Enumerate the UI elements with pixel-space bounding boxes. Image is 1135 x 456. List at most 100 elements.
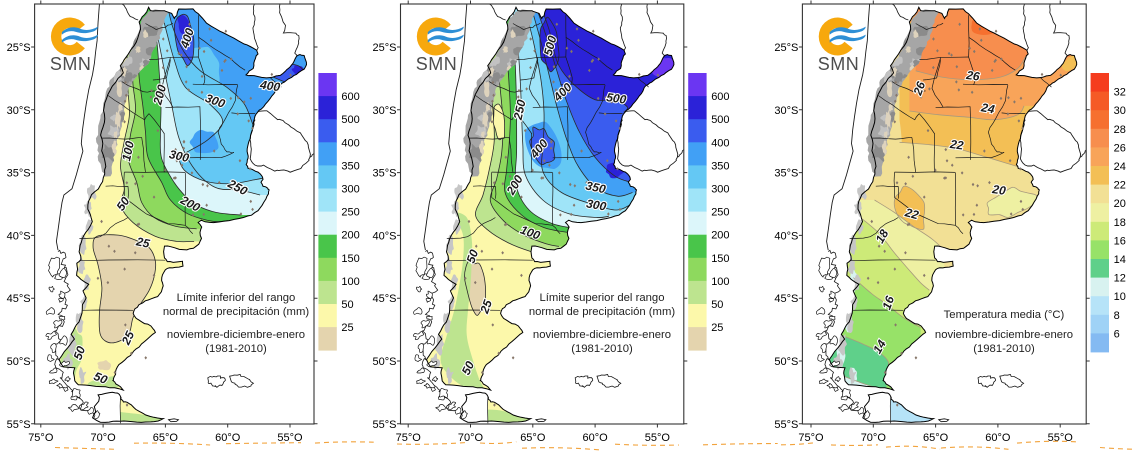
svg-text:70°O: 70°O	[458, 432, 484, 444]
svg-text:400: 400	[711, 137, 729, 149]
svg-text:500: 500	[541, 34, 560, 57]
svg-text:(1981-2010): (1981-2010)	[205, 343, 267, 355]
svg-text:100: 100	[711, 276, 729, 288]
svg-text:8: 8	[1114, 310, 1120, 322]
svg-text:(1981-2010): (1981-2010)	[571, 343, 633, 355]
svg-text:200: 200	[150, 83, 169, 107]
svg-text:25: 25	[134, 234, 151, 251]
svg-text:40°S: 40°S	[373, 230, 397, 242]
svg-text:75°O: 75°O	[798, 432, 824, 444]
svg-text:250: 250	[511, 98, 529, 122]
svg-text:20: 20	[1114, 198, 1126, 210]
svg-text:30°S: 30°S	[7, 105, 31, 117]
svg-text:Límite superior del rango: Límite superior del rango	[540, 292, 665, 304]
svg-text:350: 350	[584, 178, 607, 196]
svg-text:25: 25	[341, 322, 353, 334]
svg-text:SMN: SMN	[818, 54, 860, 74]
svg-text:300: 300	[711, 184, 729, 196]
svg-text:16: 16	[1114, 235, 1126, 247]
svg-text:65°O: 65°O	[153, 432, 179, 444]
svg-text:45°S: 45°S	[774, 293, 798, 305]
svg-text:Límite inferior del rango: Límite inferior del rango	[177, 292, 296, 304]
svg-text:28: 28	[1114, 124, 1126, 136]
svg-text:150: 150	[711, 253, 729, 265]
svg-text:noviembre-diciembre-enero: noviembre-diciembre-enero	[533, 329, 671, 341]
svg-text:40°S: 40°S	[774, 230, 798, 242]
svg-text:25°S: 25°S	[7, 42, 31, 54]
svg-text:32: 32	[1114, 87, 1126, 99]
svg-text:100: 100	[341, 276, 359, 288]
svg-text:SMN: SMN	[50, 54, 92, 74]
svg-text:50°S: 50°S	[774, 356, 798, 368]
svg-text:200: 200	[711, 230, 729, 242]
svg-text:25°S: 25°S	[774, 42, 798, 54]
svg-text:Temperatura media (°C): Temperatura media (°C)	[944, 309, 1065, 321]
svg-text:noviembre-diciembre-enero: noviembre-diciembre-enero	[935, 329, 1073, 341]
svg-text:26: 26	[910, 79, 928, 98]
svg-text:22: 22	[1114, 180, 1126, 192]
svg-text:60°O: 60°O	[985, 432, 1011, 444]
svg-text:60°O: 60°O	[582, 432, 608, 444]
svg-text:normal de precipitación (mm): normal de precipitación (mm)	[529, 306, 676, 318]
svg-text:noviembre-diciembre-enero: noviembre-diciembre-enero	[167, 329, 305, 341]
svg-text:55°S: 55°S	[373, 419, 397, 431]
svg-text:30°S: 30°S	[774, 105, 798, 117]
svg-text:500: 500	[605, 90, 627, 107]
svg-text:40°S: 40°S	[7, 230, 31, 242]
svg-text:300: 300	[168, 147, 191, 165]
svg-text:10: 10	[1114, 291, 1126, 303]
svg-text:250: 250	[341, 207, 359, 219]
svg-text:60°O: 60°O	[215, 432, 241, 444]
svg-text:350: 350	[711, 160, 729, 172]
svg-text:400: 400	[341, 137, 359, 149]
svg-text:22: 22	[948, 137, 964, 153]
svg-text:35°S: 35°S	[7, 168, 31, 180]
svg-text:50: 50	[92, 369, 110, 387]
svg-text:55°O: 55°O	[645, 432, 671, 444]
svg-text:65°O: 65°O	[923, 432, 949, 444]
svg-text:50: 50	[71, 344, 89, 362]
svg-text:75°O: 75°O	[396, 432, 422, 444]
svg-text:300: 300	[341, 184, 359, 196]
svg-text:250: 250	[711, 207, 729, 219]
svg-text:25°S: 25°S	[373, 42, 397, 54]
svg-text:12: 12	[1114, 273, 1126, 285]
svg-text:(1981-2010): (1981-2010)	[973, 343, 1035, 355]
svg-text:30°S: 30°S	[373, 105, 397, 117]
svg-text:50°S: 50°S	[7, 356, 31, 368]
svg-text:400: 400	[258, 77, 281, 94]
svg-text:25: 25	[711, 322, 723, 334]
svg-text:150: 150	[341, 253, 359, 265]
svg-text:300: 300	[585, 196, 607, 213]
svg-text:50: 50	[464, 247, 482, 265]
svg-text:26: 26	[1114, 142, 1126, 154]
svg-text:6: 6	[1114, 328, 1120, 340]
svg-text:50°S: 50°S	[373, 356, 397, 368]
svg-text:600: 600	[341, 91, 359, 103]
svg-text:50: 50	[711, 299, 723, 311]
svg-text:500: 500	[341, 114, 359, 126]
svg-text:70°O: 70°O	[861, 432, 887, 444]
svg-text:55°O: 55°O	[1048, 432, 1074, 444]
svg-text:SMN: SMN	[416, 54, 458, 74]
svg-text:200: 200	[341, 230, 359, 242]
svg-text:25: 25	[477, 298, 495, 317]
svg-text:500: 500	[711, 114, 729, 126]
svg-text:45°S: 45°S	[7, 293, 31, 305]
svg-text:26: 26	[964, 68, 980, 84]
svg-text:16: 16	[879, 294, 897, 312]
svg-text:50: 50	[341, 299, 353, 311]
svg-text:22: 22	[903, 205, 921, 222]
svg-text:600: 600	[711, 91, 729, 103]
svg-text:70°O: 70°O	[90, 432, 116, 444]
svg-text:35°S: 35°S	[774, 168, 798, 180]
svg-text:25: 25	[118, 329, 137, 348]
svg-text:normal de precipitación (mm): normal de precipitación (mm)	[163, 306, 310, 318]
svg-text:14: 14	[1114, 254, 1126, 266]
svg-text:55°O: 55°O	[277, 432, 303, 444]
svg-text:24: 24	[979, 100, 996, 116]
svg-text:20: 20	[991, 182, 1007, 198]
svg-text:350: 350	[341, 160, 359, 172]
svg-text:24: 24	[1114, 161, 1126, 173]
svg-text:55°S: 55°S	[774, 419, 798, 431]
